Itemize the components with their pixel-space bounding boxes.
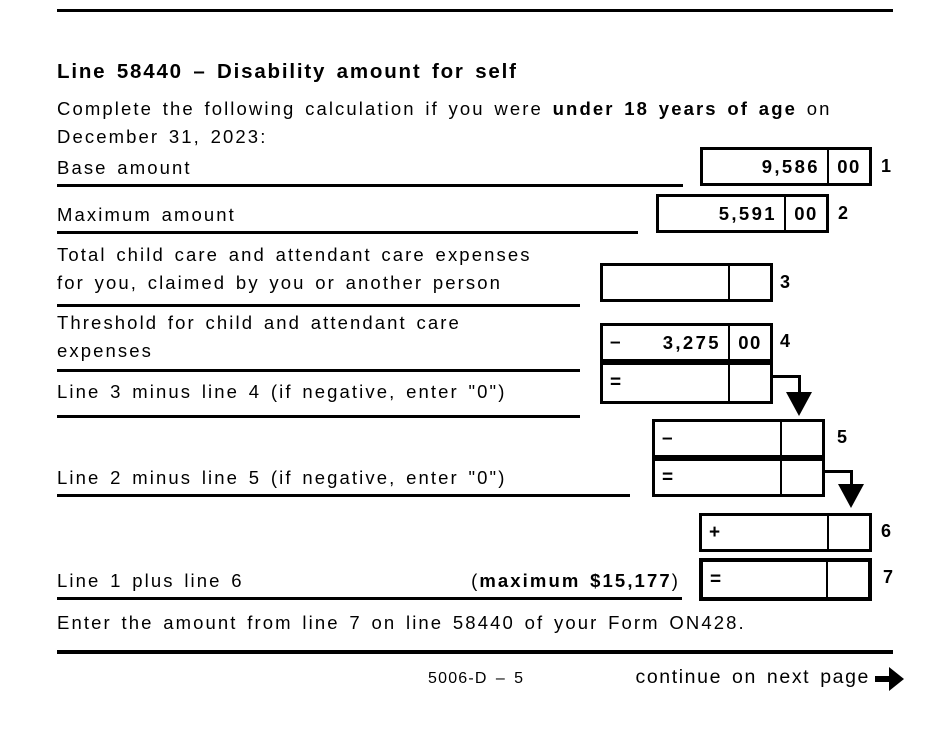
row4-result-underline	[57, 415, 580, 418]
row5-result-amount-cell: =	[655, 461, 782, 494]
row6-cents-cell	[829, 516, 869, 549]
row5-result-cents-cell	[782, 461, 822, 494]
row4-result-amount-cell: =	[603, 365, 730, 401]
row7-result-box: =	[699, 558, 872, 601]
plus-operator: +	[709, 521, 721, 543]
line-number-1: 1	[881, 156, 893, 176]
arrow2-horizontal-segment	[825, 470, 853, 473]
page-title: Line 58440 – Disability amount for self	[57, 60, 518, 83]
row2-amount-box: 5,591 00	[656, 194, 829, 233]
row2-label: Maximum amount	[57, 204, 236, 225]
max-note-open-paren: (	[471, 570, 480, 591]
row2-underline	[57, 231, 638, 234]
row3-underline	[57, 304, 580, 307]
bottom-divider	[57, 650, 893, 654]
line-number-6: 6	[881, 521, 893, 541]
line-number-3: 3	[780, 272, 792, 292]
row5-result-box: =	[652, 458, 825, 497]
row1-amount: 9,586	[761, 155, 820, 177]
row1-underline	[57, 184, 683, 187]
row1-cents: 00	[837, 155, 861, 177]
down-arrow-icon-1	[773, 375, 815, 417]
row4-result-label: Line 3 minus line 4 (if negative, enter …	[57, 381, 507, 402]
row7-amount-cell: =	[703, 562, 828, 597]
line-number-5: 5	[837, 427, 849, 447]
row2-cents: 00	[794, 202, 818, 224]
intro-bold: under 18 years of age	[552, 98, 797, 119]
row4-label-line1: Threshold for child and attendant care	[57, 312, 461, 333]
row4-result-cents-cell	[730, 365, 770, 401]
row5-amount-box: –	[652, 419, 825, 458]
down-arrow-icon-2	[825, 470, 867, 512]
row5-result-label: Line 2 minus line 5 (if negative, enter …	[57, 467, 507, 488]
row2-cents-cell: 00	[786, 197, 826, 230]
intro-before: Complete the following calculation if yo…	[57, 98, 553, 119]
row4-cents: 00	[738, 331, 762, 353]
row4-label-line2: expenses	[57, 340, 153, 361]
closing-note: Enter the amount from line 7 on line 584…	[57, 612, 746, 633]
row1-cents-cell: 00	[829, 150, 869, 183]
row4-underline	[57, 369, 580, 372]
arrow1-horizontal-segment	[773, 375, 801, 378]
row7-maximum-note: (maximum $15,177)	[380, 570, 680, 592]
arrow1-vertical-segment	[798, 375, 801, 394]
minus-operator: –	[610, 331, 621, 353]
intro-after: on	[796, 98, 832, 119]
max-note-close-paren: )	[671, 570, 680, 591]
row1-label: Base amount	[57, 157, 192, 178]
row3-cents-cell	[730, 266, 770, 299]
line-number-2: 2	[838, 203, 850, 223]
row2-amount-cell: 5,591	[659, 197, 786, 230]
row7-cents-cell	[828, 562, 868, 597]
equals-operator: =	[662, 466, 674, 488]
max-note-amount: maximum $15,177	[479, 570, 672, 591]
row6-amount-box: +	[699, 513, 872, 552]
row7-label: Line 1 plus line 6	[57, 570, 244, 591]
row3-amount-cell	[603, 266, 730, 299]
row5-cents-cell	[782, 422, 822, 455]
row3-amount-box	[600, 263, 773, 302]
continue-arrow-icon	[875, 667, 904, 691]
intro-line-2: December 31, 2023:	[57, 126, 268, 147]
row4-amount-box: – 3,275 00	[600, 323, 773, 362]
row5-amount-cell: –	[655, 422, 782, 455]
row1-amount-box: 9,586 00	[700, 147, 872, 186]
equals-operator: =	[610, 372, 622, 393]
arrow2-head	[838, 484, 864, 508]
row2-amount: 5,591	[718, 202, 777, 224]
minus-operator: –	[662, 427, 673, 449]
row3-label-line2: for you, claimed by you or another perso…	[57, 272, 503, 293]
row4-amount: 3,275	[662, 331, 721, 353]
arrow2-vertical-segment	[850, 470, 853, 486]
row4-cents-cell: 00	[730, 326, 770, 359]
page-number: 5006-D – 5	[428, 670, 525, 687]
row6-amount-cell: +	[702, 516, 829, 549]
line-number-4: 4	[780, 331, 792, 351]
row1-amount-cell: 9,586	[703, 150, 829, 183]
arrow1-head	[786, 392, 812, 416]
line-number-7: 7	[883, 567, 895, 587]
continue-note: continue on next page	[635, 666, 870, 688]
top-divider	[57, 9, 893, 12]
intro-line-1: Complete the following calculation if yo…	[57, 98, 832, 120]
row4-amount-cell: – 3,275	[603, 326, 730, 359]
equals-operator: =	[710, 568, 722, 590]
row4-result-box: =	[600, 362, 773, 404]
row3-label-line1: Total child care and attendant care expe…	[57, 244, 532, 265]
row7-underline	[57, 597, 682, 600]
row5-result-underline	[57, 494, 630, 497]
